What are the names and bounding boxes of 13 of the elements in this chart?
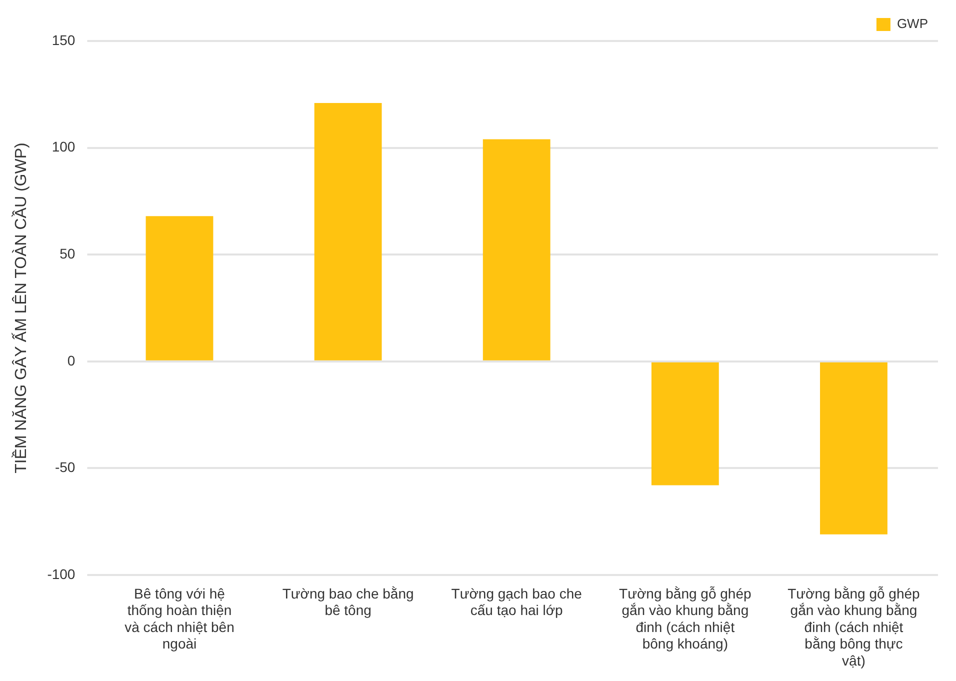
y-tick-label: 0 — [67, 352, 76, 368]
y-tick-label: -50 — [54, 459, 76, 476]
x-tick-label: Tường gạch bao che cấu tạo hai lớp — [451, 585, 582, 618]
legend-label: GWP — [896, 16, 928, 32]
x-tick-label: Bê tông với hệ thống hoàn thiện và cách nhiệt bên ngoài — [124, 585, 234, 652]
y-tick-label: -100 — [47, 566, 76, 582]
y-tick-label: 150 — [52, 32, 76, 48]
y-axis-title: TIỀM NĂNG GÂY ẤM LÊN TOÀN CẦU (GWP) — [11, 142, 30, 474]
y-tick-label: 50 — [60, 245, 76, 262]
x-tick-label: Tường bao che bằng bê tông — [282, 585, 414, 618]
x-tick-label: Tường bằng gỗ ghép gắn vào khung bằng đinh (cách nhiệt bằng bông thực vật) — [788, 585, 920, 668]
y-tick-label: 100 — [52, 138, 76, 155]
x-tick-label: Tường bằng gỗ ghép gắn vào khung bằng đinh (cách nhiệt bông khoáng) — [619, 585, 752, 652]
